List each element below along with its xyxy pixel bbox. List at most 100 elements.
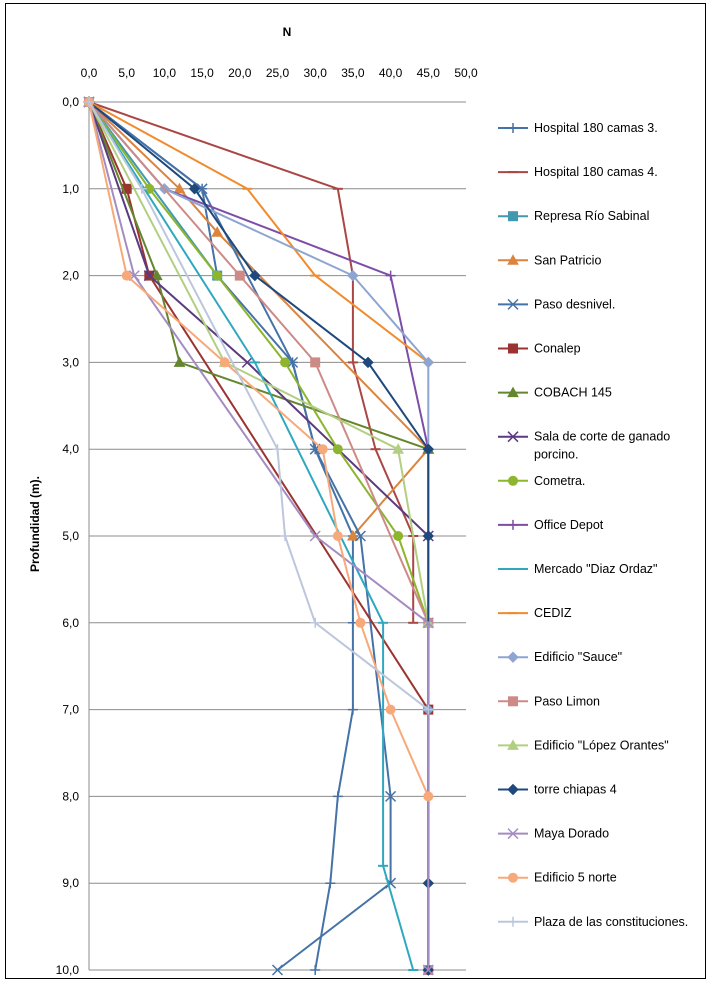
legend-marker [507,431,519,443]
data-point [422,530,435,542]
legend-marker [508,343,518,354]
legend-item: Represa Río Sabinal [498,209,649,223]
y-tick-label: 2,0 [62,269,79,283]
data-point [332,531,343,541]
data-point [287,356,299,368]
legend-label: COBACH 145 [534,386,612,400]
legend-label: San Patricio [534,253,601,267]
data-point [393,531,404,541]
legend-label: Edificio 5 norte [534,871,617,885]
data-point [347,529,359,541]
x-tick-label: 50,0 [454,66,478,80]
series-line [88,101,429,364]
data-point [272,444,283,455]
depth-vs-n-chart: N Profundidad (m). 0,0 1,0 2,0 3,0 4,0 5,0 6,0… [28,25,688,977]
y-tick-label: 7,0 [62,703,79,717]
data-point [355,617,366,628]
data-point [249,269,261,282]
data-point [219,357,230,368]
data-point [392,443,404,454]
data-point [84,97,94,107]
series-line [88,101,429,711]
data-point [385,704,396,715]
series-line [88,101,430,711]
legend-label: Maya Dorado [534,827,609,841]
data-point [354,530,366,542]
legend-label: Conalep [534,342,581,356]
data-point [136,183,147,194]
legend-item: Sala de corte de ganado porcino. [498,430,670,462]
series-6 [84,97,434,715]
legend-item: torre chiapas 4 [498,783,617,797]
legend-label: Represa Río Sabinal [534,209,649,223]
legend-marker [507,386,519,398]
legend-label: Sala de corte de ganado porcino. [534,430,670,462]
legend-item: COBACH 145 [498,386,612,400]
series-line [88,101,429,451]
x-tick-label: 15,0 [190,66,214,80]
y-axis-title: Profundidad (m). [28,476,42,572]
legend-item: Edificio 5 norte [498,871,617,885]
series-19 [84,97,434,715]
legend-marker [507,828,519,840]
data-point [196,183,208,195]
data-point [310,965,321,975]
series-line [88,101,429,537]
legend-marker [507,739,519,750]
legend-marker [507,298,519,310]
series-line [88,101,430,623]
legend-item: San Patricio [498,253,601,267]
data-point [143,270,155,282]
y-tick-label: 6,0 [62,616,79,630]
data-point [325,878,336,889]
x-tick-label: 20,0 [228,66,252,80]
legend-marker [508,519,518,530]
data-point [241,356,253,368]
data-point [422,443,435,455]
data-point [423,704,434,715]
legend-marker [508,916,518,927]
legend-marker [507,254,519,265]
data-point [309,530,321,542]
legend-item: Mercado "Diaz Ordaz" [498,562,658,576]
legend-item: Hospital 180 camas 4. [498,165,658,179]
x-tick-label: 10,0 [153,66,177,80]
legend-label: Cometra. [534,474,585,488]
data-point [362,356,374,369]
legend-label: torre chiapas 4 [534,783,617,797]
legend-item: CEDIZ [498,606,572,620]
chart-container: N Profundidad (m). 0,0 1,0 2,0 3,0 4,0 5,0 6,0… [5,3,706,979]
data-point [332,444,343,455]
data-point [212,270,223,281]
legend-marker [508,123,518,133]
legend-item: Edificio "López Orantes" [498,738,669,752]
legend-label: CEDIZ [534,606,572,620]
data-point [332,791,343,802]
data-point [422,356,435,369]
legend-label: Edificio "Sauce" [534,650,622,664]
legend-label: Paso desnivel. [534,297,615,311]
legend-label: Office Depot [534,518,604,532]
legend-label: Paso Limon [534,694,600,708]
legend-label: Hospital 180 camas 3. [534,121,658,135]
y-tick-label: 5,0 [62,529,79,543]
data-point [385,270,396,281]
legend-marker [508,475,518,486]
x-tick-label: 35,0 [341,66,365,80]
data-point [234,270,245,281]
data-point [423,791,434,802]
y-tick-label: 3,0 [62,355,79,369]
data-point [347,269,359,282]
data-point [385,790,397,802]
legend-marker [508,872,518,883]
x-tick-label: 5,0 [118,66,135,80]
y-tick-label: 9,0 [62,876,79,890]
legend-marker [507,783,519,796]
data-point [317,444,328,455]
x-axis-title: N [283,25,292,39]
series-line [88,101,430,537]
x-tick-label: 45,0 [417,66,441,80]
data-point [422,964,434,976]
x-tick-label: 0,0 [81,66,98,80]
legend-item: Conalep [498,342,581,356]
